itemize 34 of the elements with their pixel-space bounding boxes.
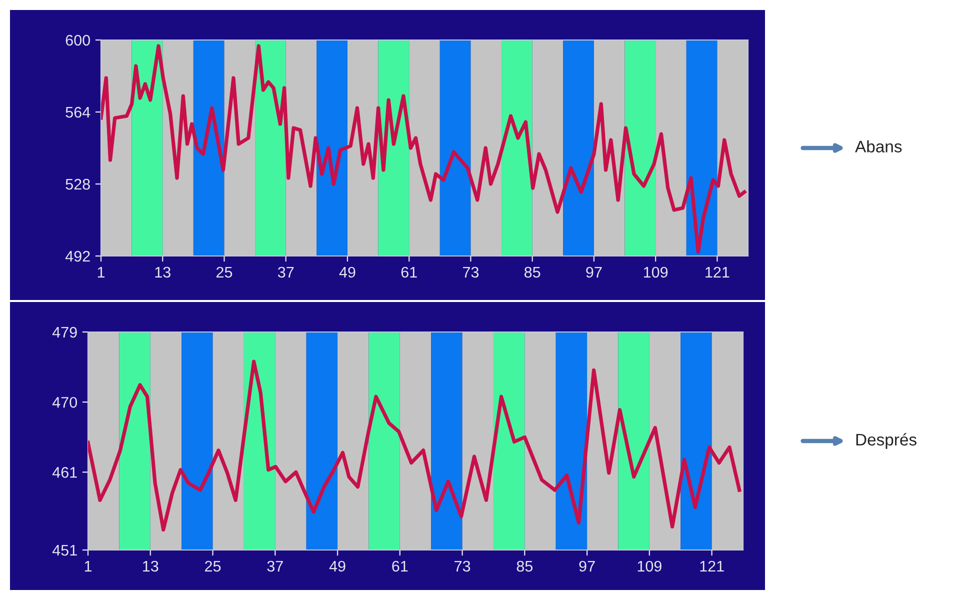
x-tick-label: 97 — [586, 266, 602, 278]
x-tick-label: 97 — [579, 560, 595, 572]
x-tick-label: 73 — [463, 266, 479, 278]
x-tick-label: 85 — [516, 560, 533, 572]
y-tick-label: 461 — [52, 467, 77, 478]
text: Abans — [855, 140, 902, 152]
x-tick-label: 73 — [454, 560, 470, 572]
x-tick-label: 1 — [98, 266, 105, 278]
y-tick-label: 564 — [66, 106, 90, 118]
y-tick-label: 492 — [65, 250, 90, 262]
x-tick-label: 13 — [143, 560, 158, 572]
y-tick-label: 479 — [52, 326, 77, 338]
x-tick-label: 13 — [155, 266, 170, 278]
x-tick-label: 109 — [638, 560, 662, 572]
y-tick-label: 470 — [52, 396, 77, 408]
y-tick-label: 528 — [66, 178, 90, 190]
x-tick-label: 37 — [278, 266, 294, 278]
y-tick-label: 451 — [52, 545, 77, 556]
x-tick-label: 85 — [524, 266, 540, 278]
x-tick-label: 49 — [329, 560, 346, 572]
line-series — [88, 360, 742, 532]
x-tick-label: 1 — [84, 560, 92, 572]
line-series — [101, 44, 746, 254]
x-tick-label: 61 — [392, 560, 408, 572]
x-tick-label: 37 — [267, 560, 283, 572]
x-tick-label: 25 — [205, 560, 221, 572]
x-tick-label: 109 — [644, 266, 668, 278]
y-tick-label: 600 — [66, 34, 90, 46]
x-tick-label: 121 — [700, 560, 724, 572]
x-tick-label: 121 — [706, 266, 730, 278]
x-tick-label: 49 — [339, 266, 356, 278]
x-tick-label: 61 — [401, 266, 417, 278]
x-tick-label: 25 — [216, 266, 232, 278]
text: Després — [856, 433, 916, 449]
